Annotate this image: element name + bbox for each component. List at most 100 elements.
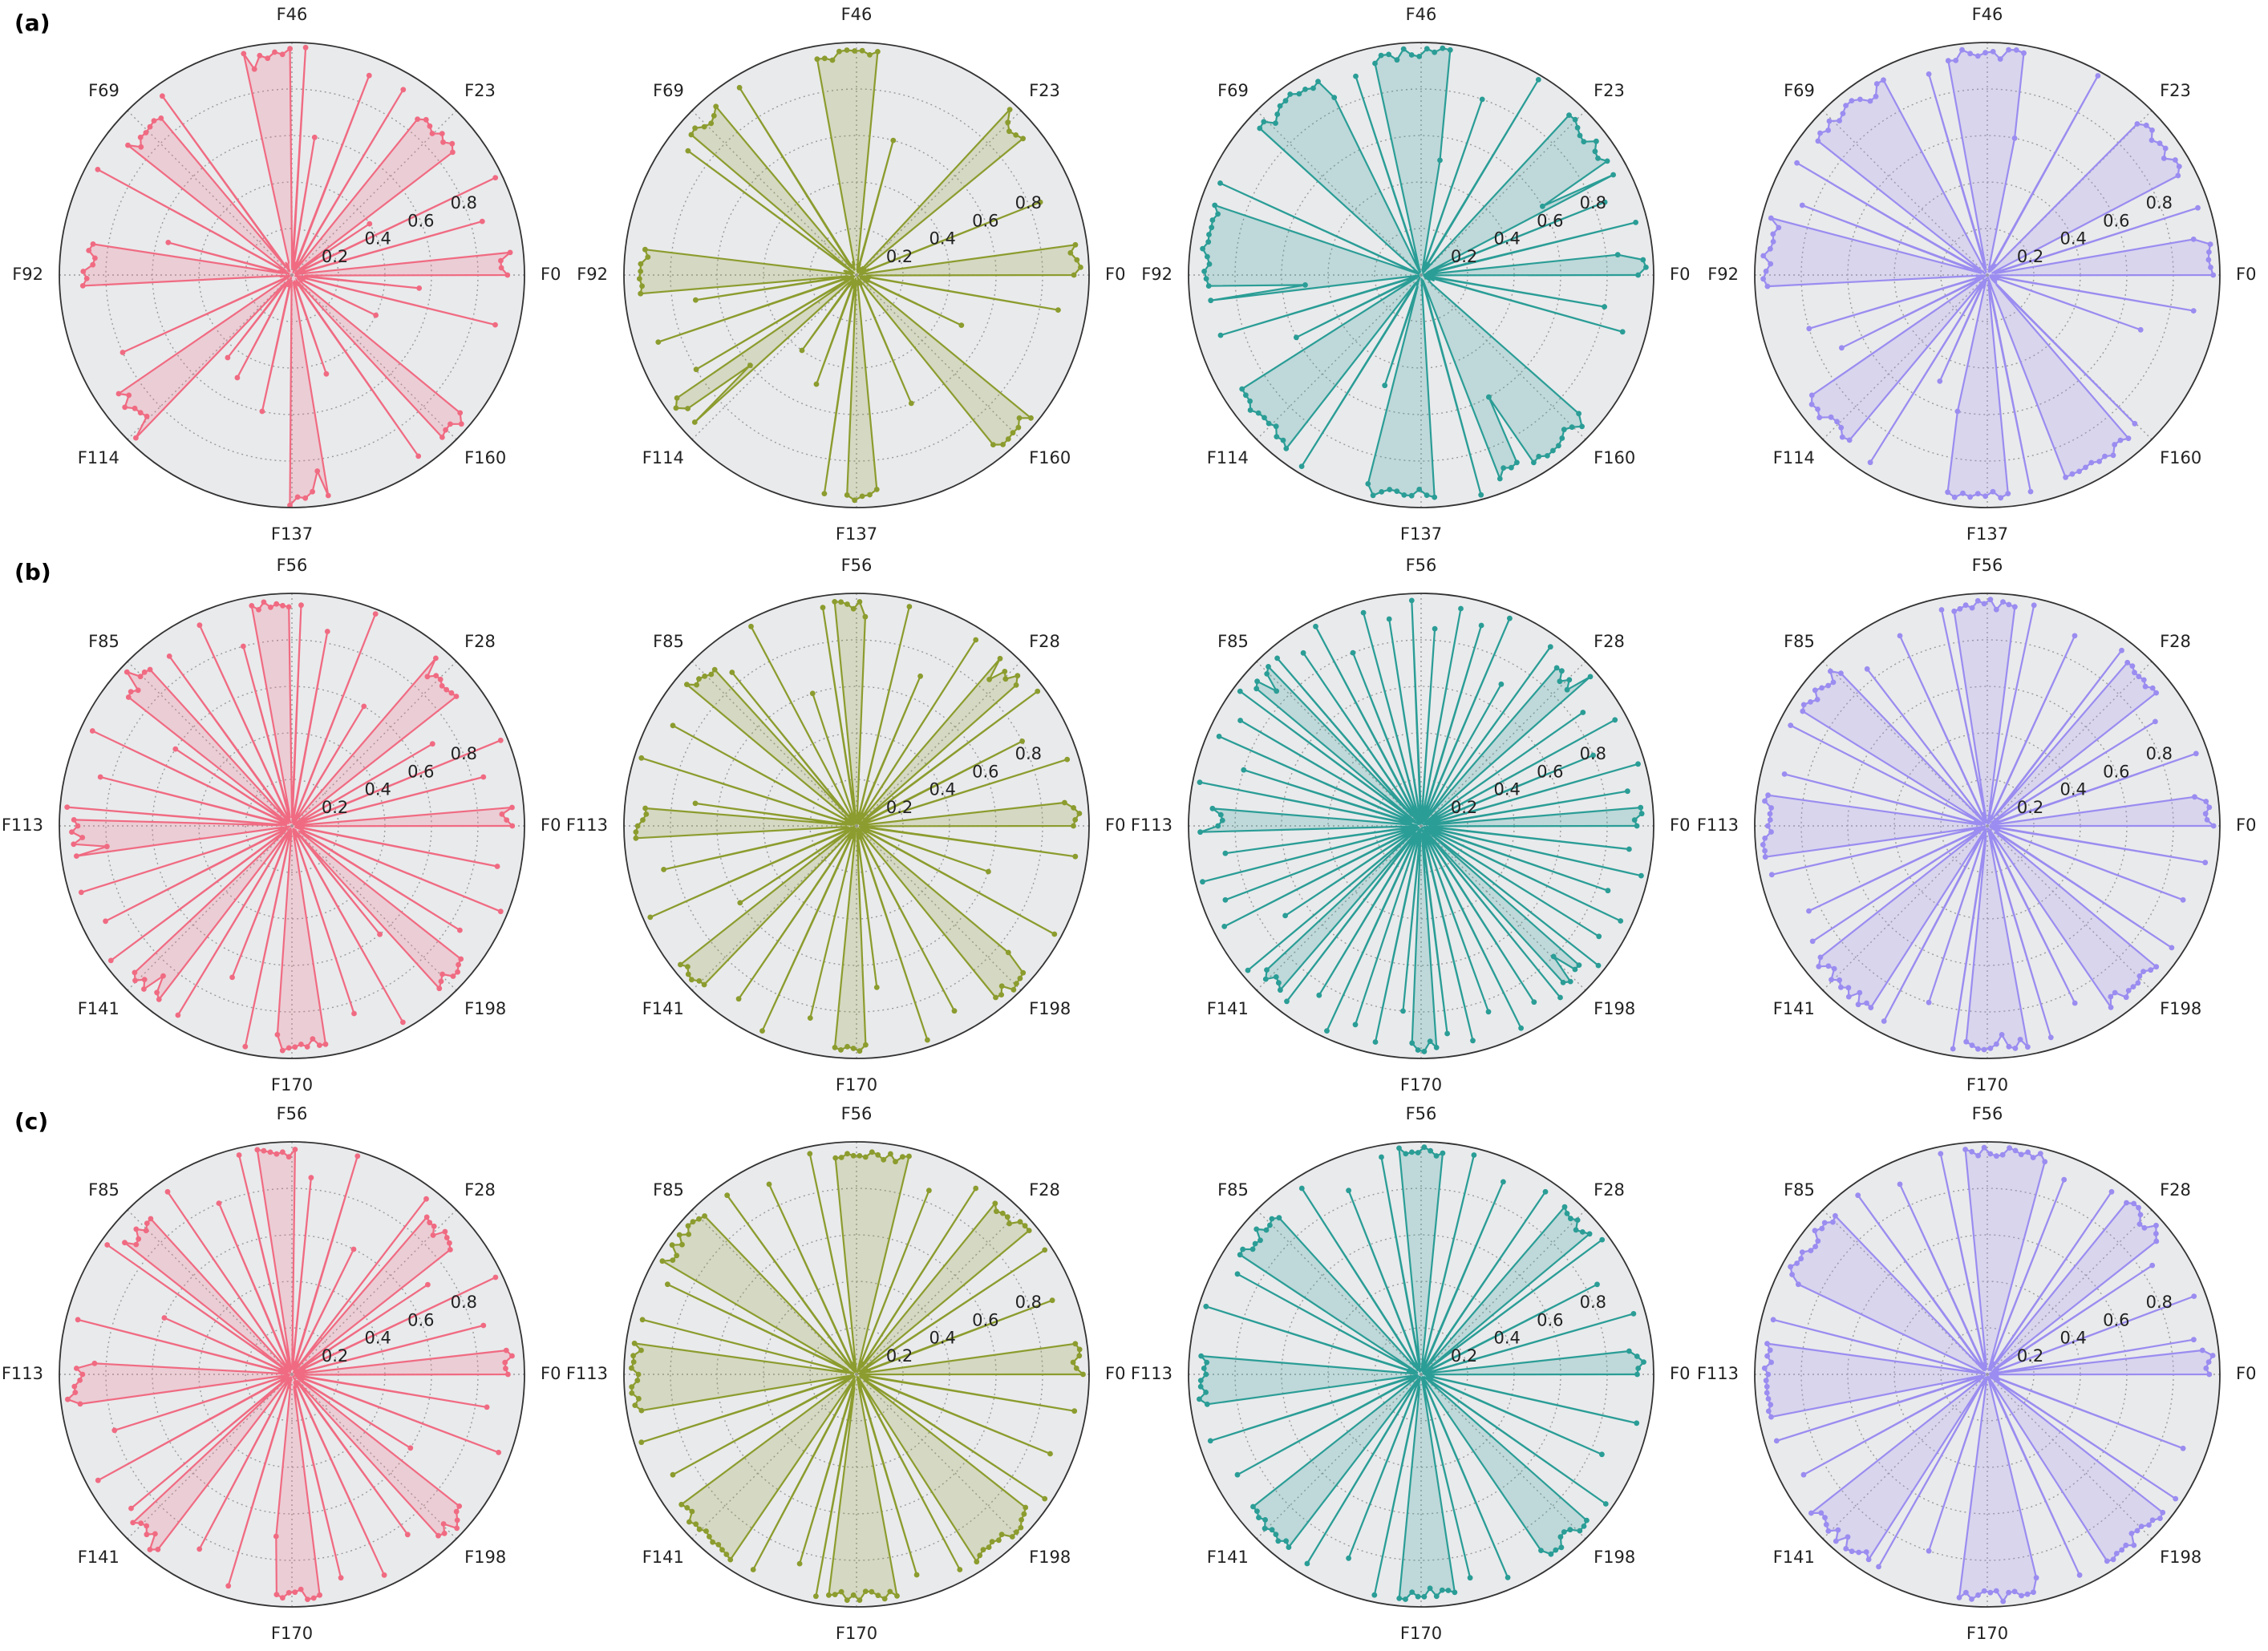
radar-point: [1067, 250, 1074, 256]
radar-point: [678, 1501, 685, 1507]
radar-point: [1237, 718, 1243, 723]
radar-point: [433, 673, 439, 678]
radar-point: [862, 1154, 869, 1160]
radar-point: [2012, 604, 2018, 610]
radar-point: [857, 1597, 863, 1603]
radar-point: [1006, 1220, 1012, 1227]
radar-point: [633, 835, 639, 841]
radar-point: [1974, 491, 1981, 497]
radar-point: [1619, 329, 1626, 335]
radar-point: [2011, 1588, 2018, 1595]
radar-point: [457, 410, 464, 416]
radar-point: [447, 1240, 452, 1246]
radar-point: [2031, 602, 2037, 609]
radar-point: [425, 1281, 431, 1288]
radar-point: [2006, 1043, 2012, 1050]
radar-point: [115, 390, 122, 397]
radar-point: [448, 1247, 453, 1252]
radar-point: [74, 1366, 79, 1371]
radar-panel: 0.2 0.4 0.6 0.8 F0 F23 F46 F69 F92 F114 F137 F160: [12, 5, 561, 544]
radar-point: [125, 142, 131, 148]
radar-point: [1387, 487, 1393, 492]
radar-point: [1047, 1451, 1053, 1457]
radar-point: [1765, 1396, 1772, 1402]
radar-point: [1584, 1517, 1590, 1524]
radar-point: [1559, 668, 1565, 674]
radar-point: [1634, 1420, 1640, 1426]
radar-point: [1768, 829, 1774, 835]
radar-point: [265, 55, 271, 62]
radar-point: [2124, 1200, 2129, 1206]
radar-point: [691, 419, 698, 425]
radar-point: [287, 502, 293, 508]
radar-point: [1201, 269, 1207, 274]
radar-point: [1864, 1000, 1869, 1006]
radar-point: [707, 1534, 712, 1540]
radar-point: [128, 1505, 134, 1511]
radar-point: [75, 823, 81, 829]
radar-point: [2012, 1147, 2019, 1154]
radar-point: [1633, 220, 1638, 225]
radar-point: [1365, 481, 1371, 487]
feature-direction-label: F160: [2160, 448, 2201, 467]
radar-point: [1203, 1371, 1209, 1378]
radar-point: [1445, 1588, 1452, 1593]
radar-point: [1498, 681, 1505, 687]
radar-point: [1761, 1365, 1768, 1371]
radar-point: [1505, 1575, 1511, 1580]
radar-point: [1062, 799, 1067, 806]
radar-point: [1839, 434, 1845, 440]
radar-point: [1630, 1311, 1637, 1317]
radar-point: [267, 1149, 273, 1155]
radar-point: [1014, 981, 1019, 986]
radar-point: [1794, 1261, 1800, 1266]
radar-point: [77, 1401, 83, 1407]
radar-point: [122, 404, 128, 411]
radar-point: [759, 1028, 765, 1034]
radar-point: [124, 669, 130, 675]
feature-direction-label: F198: [464, 999, 506, 1018]
radar-point: [1809, 938, 1816, 945]
radar-point: [844, 601, 850, 607]
radar-point: [1849, 1548, 1855, 1555]
radar-point: [439, 971, 445, 977]
radar-point: [1072, 817, 1079, 823]
radar-point: [1408, 597, 1415, 604]
feature-direction-label: F0: [2236, 1364, 2256, 1383]
radar-point: [2108, 993, 2114, 1000]
radar-point: [1509, 464, 1514, 471]
radar-point: [678, 961, 683, 968]
radar-point: [1074, 257, 1080, 263]
radar-point: [80, 269, 87, 274]
radar-point: [280, 1149, 286, 1155]
radar-point: [1545, 453, 1550, 459]
radial-tick-label: 0.4: [929, 229, 955, 249]
feature-direction-label: F141: [78, 999, 119, 1018]
radar-point: [1019, 738, 1025, 744]
radar-point: [1926, 1548, 1932, 1554]
radar-point: [1938, 607, 1945, 613]
radar-point: [1205, 253, 1210, 260]
radar-point: [1602, 304, 1607, 310]
radar-point: [2206, 1371, 2213, 1378]
radar-point: [1241, 767, 1247, 773]
radar-point: [1823, 1521, 1829, 1528]
radar-point: [1408, 492, 1415, 499]
radar-point: [2037, 1151, 2043, 1156]
radial-tick-label: 0.2: [886, 1346, 913, 1366]
radar-point: [442, 1228, 448, 1235]
radar-point: [1776, 225, 1782, 231]
radar-point: [1257, 125, 1263, 132]
radar-point: [2206, 249, 2212, 255]
radar-point: [2210, 823, 2217, 829]
radar-point: [1765, 1371, 1772, 1378]
radar-point: [449, 140, 456, 147]
radar-point: [1010, 986, 1017, 993]
radar-point: [294, 494, 301, 500]
radar-point: [1197, 1378, 1204, 1383]
radar-point: [679, 1241, 685, 1248]
radar-point: [132, 977, 138, 984]
radar-outer-border: [59, 42, 525, 508]
radar-point: [1881, 77, 1886, 83]
